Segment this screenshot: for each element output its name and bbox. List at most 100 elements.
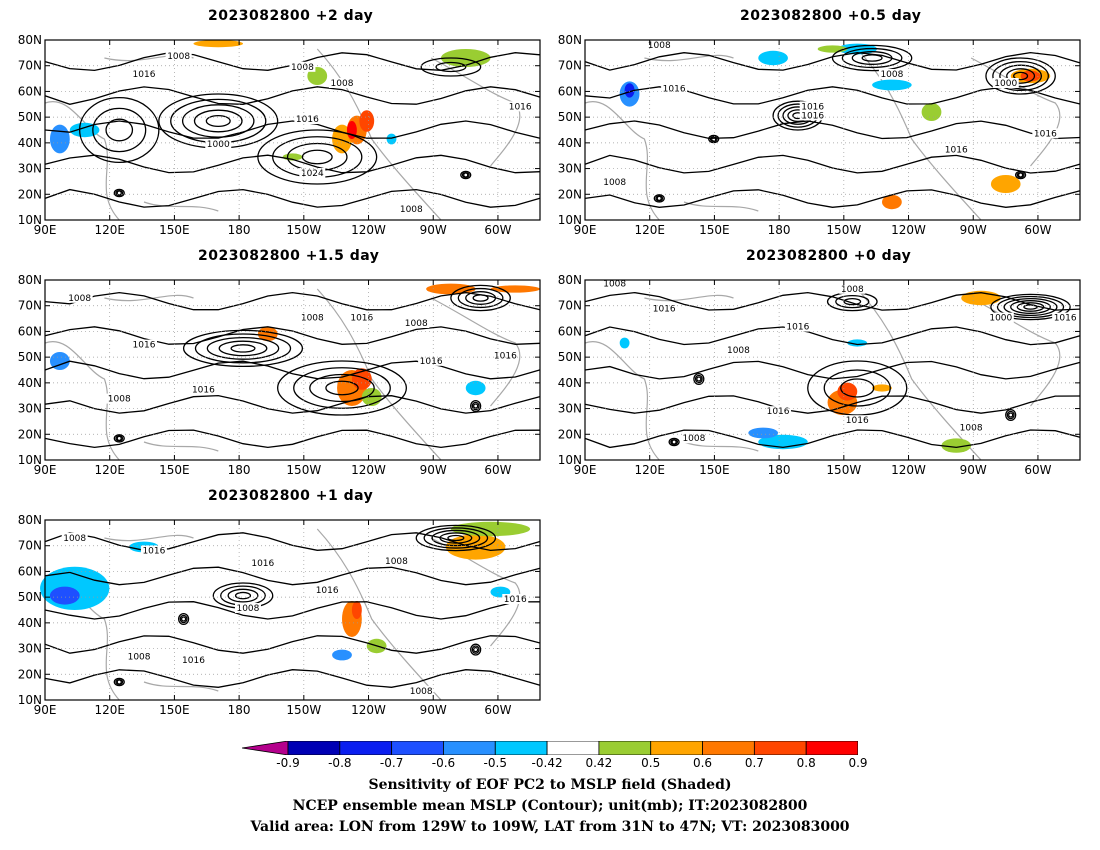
contour-label: 1008 (301, 314, 324, 324)
mslp-contours (44, 284, 541, 449)
isobar (309, 373, 375, 403)
contour-label: 1008 (400, 205, 423, 215)
isobar (471, 645, 480, 654)
colorbar-segment (753, 741, 807, 755)
lon-label: 150W (826, 463, 861, 477)
lon-label: 90E (574, 223, 597, 237)
isobar (44, 326, 541, 345)
contour-label-bg (646, 40, 673, 51)
mslp-contours (44, 52, 541, 208)
isobar (113, 677, 125, 687)
isobar (694, 374, 703, 384)
colorbar-segment (494, 741, 548, 755)
isobar (823, 369, 891, 407)
isobar (44, 120, 541, 139)
coastline (143, 441, 219, 452)
isobar (584, 189, 1081, 208)
lat-label: 60N (558, 84, 582, 98)
isobar (470, 643, 482, 656)
isobar (234, 591, 252, 600)
lat-label: 10N (558, 213, 582, 227)
contour-label-bg (180, 655, 207, 666)
contour-label: 1008 (727, 346, 750, 356)
isobar (194, 333, 292, 364)
coastline-layer (44, 528, 521, 701)
lat-label: 70N (558, 299, 582, 313)
contour-label: 1008 (682, 434, 705, 444)
isobar (44, 291, 541, 311)
isobar (1014, 170, 1027, 180)
contour-label-bg (289, 61, 316, 72)
map-border (584, 279, 1081, 461)
shaded-region (359, 110, 375, 132)
lat-label: 80N (558, 273, 582, 287)
contour-label-bg (348, 312, 375, 323)
shaded-region (872, 384, 892, 392)
contour-label: 1016 (296, 115, 319, 125)
contour-label-bg (294, 114, 321, 124)
contour-label: 1016 (133, 341, 156, 351)
contour-label-bg (299, 312, 326, 323)
contour-label: 1008 (331, 79, 354, 89)
coastline (430, 297, 521, 407)
colorbar-tick-label: -0.8 (328, 756, 352, 770)
contour-label-bg (403, 318, 430, 328)
contour-label-bg (799, 110, 826, 121)
isobar (116, 435, 122, 442)
lon-label: 90W (420, 703, 447, 717)
colorbar-segment (546, 741, 600, 755)
lon-label: 120W (891, 463, 926, 477)
coastline (856, 288, 982, 461)
isobar (44, 86, 541, 105)
isobar (276, 360, 407, 416)
lat-label: 20N (18, 427, 42, 441)
lon-label: 150E (699, 223, 730, 237)
contour-label-bg (943, 144, 970, 155)
contour-labels: 1008 1008 1016 1016 1008 1016 1016 1000 1016 1008… (601, 278, 1079, 444)
shaded-region (351, 601, 362, 619)
graticule (45, 280, 540, 460)
isobar (1017, 172, 1024, 178)
colorbar-tick-label: 0.9 (848, 756, 868, 770)
map-panel-plus0.5: 10081016100810161016100010161016100880N7… (558, 33, 1081, 237)
shaded-region (351, 368, 372, 390)
caption-line-2: NCEP ensemble mean MSLP (Contour); unit(… (292, 798, 808, 814)
isobar (181, 104, 255, 138)
lon-label: 150W (826, 223, 861, 237)
contour-label-bg (408, 685, 435, 696)
contour-label: 1008 (68, 294, 91, 304)
isobar (447, 534, 465, 542)
isobar (835, 294, 870, 309)
coastline (683, 441, 759, 452)
colorbar-segment (650, 741, 703, 755)
isobar (670, 438, 679, 446)
isobar (461, 171, 470, 179)
isobar (193, 109, 243, 133)
isobar (423, 527, 489, 549)
isobar (1010, 300, 1051, 314)
lon-label: 90W (420, 463, 447, 477)
contour-label: 1008 (880, 70, 903, 80)
contour-label-bg (987, 312, 1014, 323)
colorbar-tick-label: 0.6 (692, 756, 713, 770)
contour-label: 1016 (251, 559, 274, 569)
isobar (180, 616, 187, 622)
contour-label-bg (992, 78, 1019, 88)
isobar (831, 44, 913, 72)
contour-label: 1008 (603, 178, 626, 188)
map-border (44, 39, 541, 221)
lon-label: 120W (351, 463, 386, 477)
isobar (115, 435, 124, 442)
colorbar-segment (805, 741, 858, 755)
contour-label-bg (661, 83, 688, 94)
contour-label-bg (958, 422, 985, 433)
lon-label: 90W (960, 463, 987, 477)
contour-label: 1016 (801, 111, 824, 121)
contour-label: 1008 (236, 604, 259, 614)
contour-label-bg (1032, 128, 1059, 139)
lon-label: 60W (484, 703, 511, 717)
lat-label: 10N (18, 453, 42, 467)
